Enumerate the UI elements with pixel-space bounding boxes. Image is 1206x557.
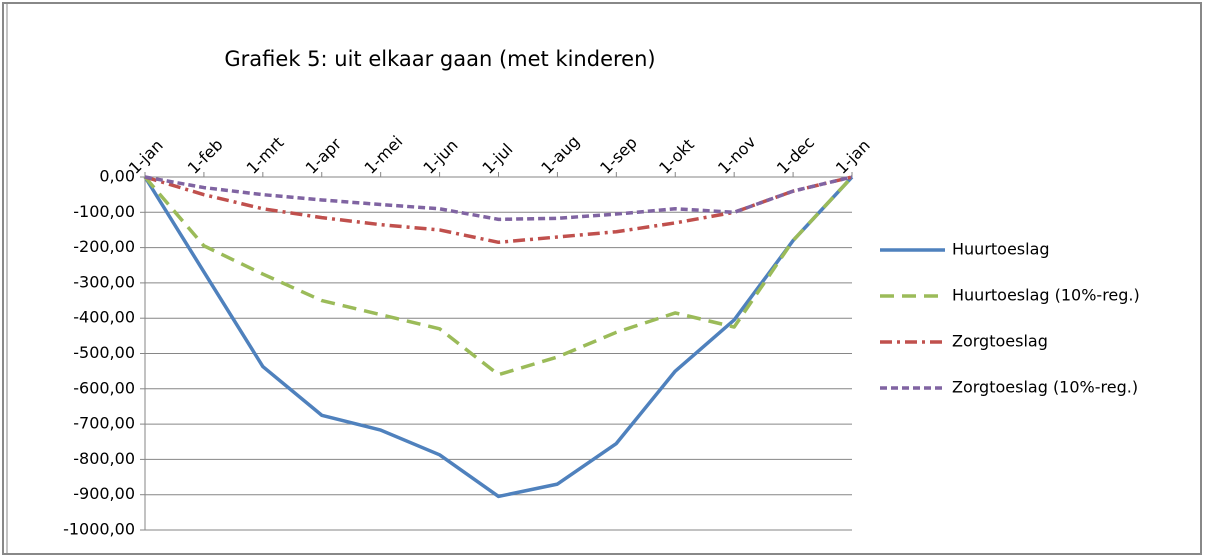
y-tick-label: -300,00 (73, 272, 135, 291)
y-tick-label: -1000,00 (63, 520, 135, 539)
y-tick-label: -200,00 (73, 237, 135, 256)
legend-label: Zorgtoeslag (10%-reg.) (952, 378, 1138, 397)
legend-label: Zorgtoeslag (952, 332, 1048, 351)
y-tick-label: -100,00 (73, 202, 135, 221)
series-line (143, 175, 854, 499)
y-tick-label: -700,00 (73, 414, 135, 433)
y-tick-label: -400,00 (73, 308, 135, 327)
y-tick-label: -900,00 (73, 484, 135, 503)
y-tick-label: 0,00 (99, 167, 135, 186)
legend-label: Huurtoeslag (10%-reg.) (952, 286, 1140, 305)
legend-label: Huurtoeslag (952, 240, 1050, 259)
y-tick-label: -600,00 (73, 378, 135, 397)
y-tick-label: -800,00 (73, 449, 135, 468)
series-line (143, 175, 854, 377)
series-line (144, 175, 853, 222)
series-line (144, 175, 853, 245)
y-tick-label: -500,00 (73, 343, 135, 362)
chart-title: Grafiek 5: uit elkaar gaan (met kinderen… (224, 47, 655, 71)
